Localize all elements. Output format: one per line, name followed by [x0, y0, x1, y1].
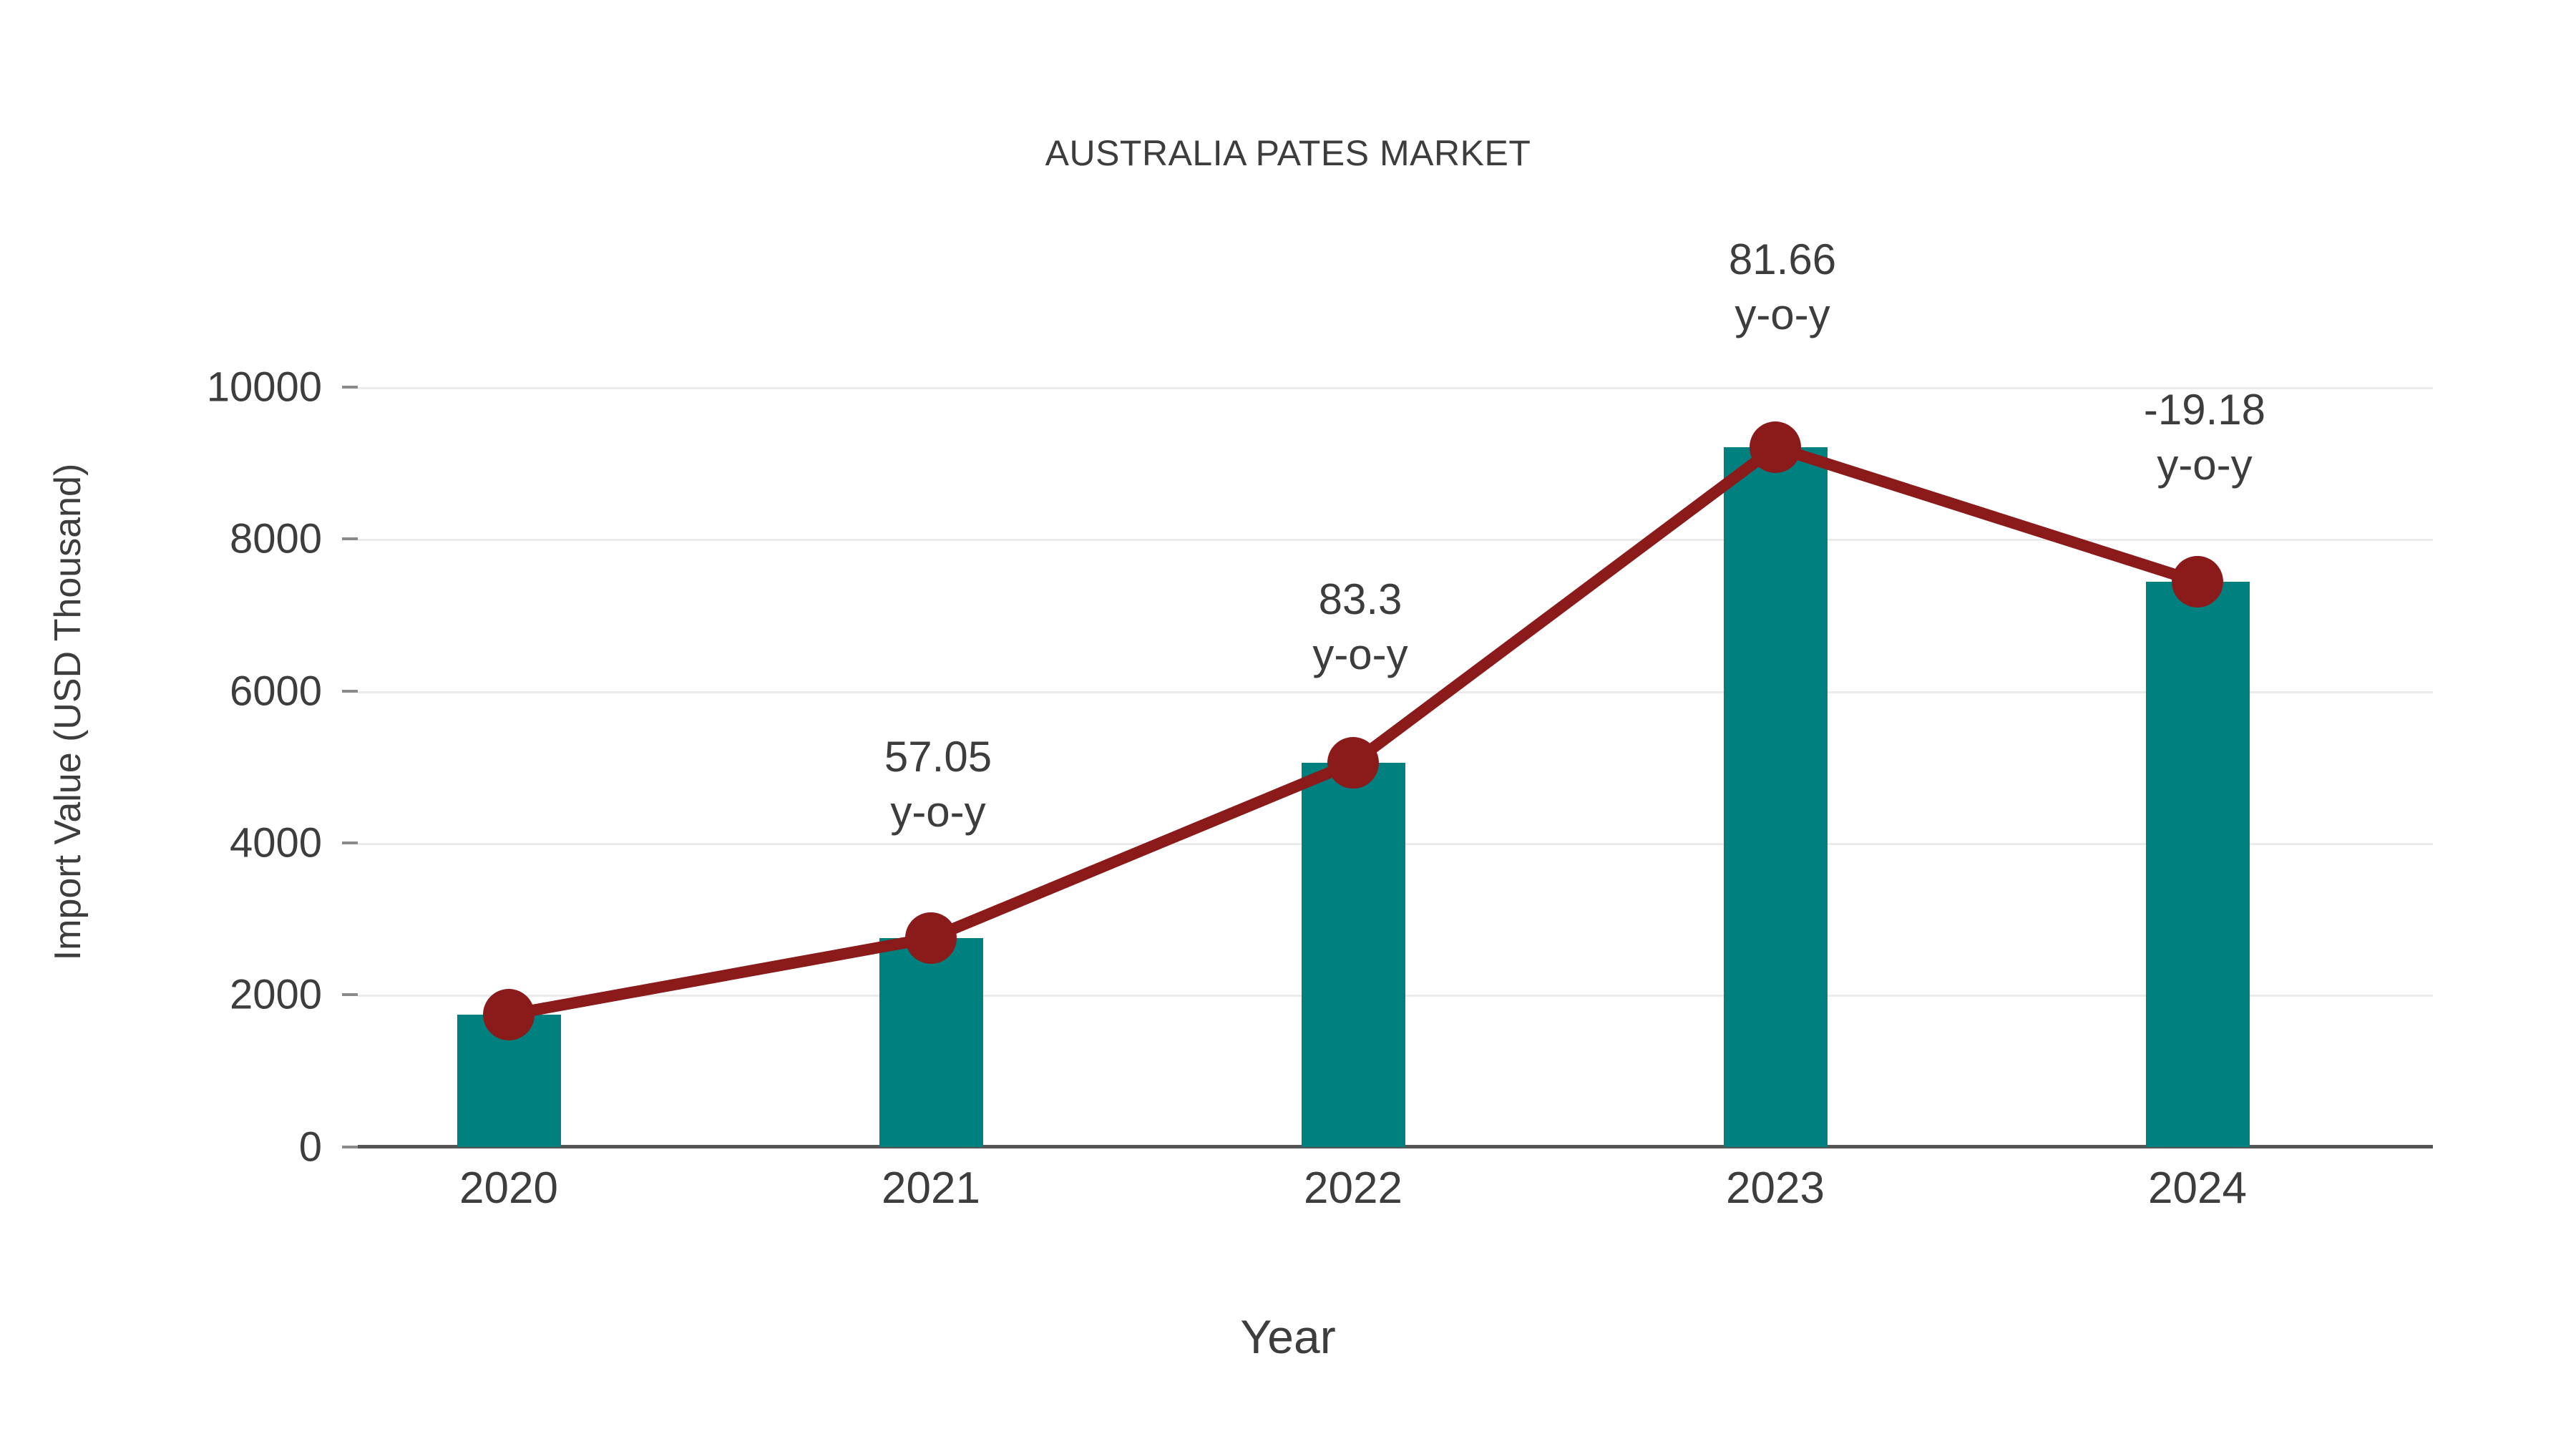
annotation-2021-value: 57.05 [884, 733, 992, 781]
annotation-2024-value: -19.18 [2143, 386, 2266, 434]
y-tick-label-8000: 8000 [229, 515, 322, 562]
y-tick-label-4000: 4000 [229, 819, 322, 867]
y-tick-mark-0 [342, 1146, 358, 1148]
y-tick-label-2000: 2000 [229, 971, 322, 1018]
annotation-2021-unit: y-o-y [890, 787, 986, 836]
y-tick-mark-8000 [342, 537, 358, 540]
x-tick-label-2022: 2022 [1304, 1163, 1402, 1213]
annotation-2022-value: 83.3 [1318, 575, 1402, 623]
x-tick-label-2021: 2021 [882, 1163, 980, 1213]
x-axis-title: Year [1240, 1310, 1336, 1363]
gridline-8000 [358, 539, 2433, 541]
chart-title: AUSTRALIA PATES MARKET [1045, 133, 1531, 173]
bar-2020[interactable] [457, 1014, 561, 1147]
x-tick-label-2020: 2020 [459, 1163, 558, 1213]
annotation-2023: 81.66 y-o-y [1618, 233, 1947, 343]
y-tick-label-6000: 6000 [229, 668, 322, 715]
gridline-6000 [358, 691, 2433, 693]
y-tick-mark-10000 [342, 386, 358, 389]
y-tick-label-10000: 10000 [206, 364, 322, 411]
y-axis-title: Import Value (USD Thousand) [47, 463, 89, 961]
bar-2021[interactable] [879, 937, 983, 1147]
y-tick-mark-2000 [342, 993, 358, 996]
x-tick-label-2024: 2024 [2148, 1163, 2247, 1213]
annotation-2023-unit: y-o-y [1735, 290, 1830, 338]
y-tick-label-0: 0 [298, 1123, 322, 1171]
bar-2024[interactable] [2145, 581, 2250, 1147]
x-tick-label-2023: 2023 [1726, 1163, 1825, 1213]
y-tick-mark-6000 [342, 690, 358, 693]
annotation-2024-unit: y-o-y [2157, 440, 2253, 489]
annotation-2022-unit: y-o-y [1312, 630, 1408, 678]
y-tick-mark-4000 [342, 841, 358, 844]
bar-2022[interactable] [1301, 763, 1405, 1147]
annotation-2022: 83.3 y-o-y [1196, 572, 1525, 683]
annotation-2024: -19.18 y-o-y [2040, 383, 2369, 493]
annotation-2023-value: 81.66 [1728, 235, 1837, 283]
gridline-10000 [358, 387, 2433, 389]
annotation-2021: 57.05 y-o-y [774, 730, 1103, 840]
bar-2023[interactable] [1723, 447, 1828, 1147]
